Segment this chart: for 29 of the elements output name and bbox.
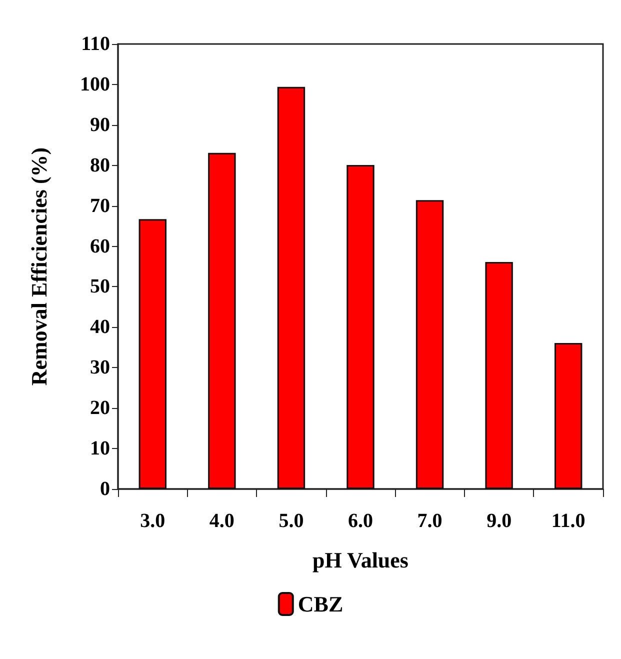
x-tick-label: 4.0 bbox=[209, 510, 234, 532]
bar bbox=[416, 200, 444, 489]
y-tick-label: 0 bbox=[100, 478, 110, 500]
y-tick-label: 40 bbox=[90, 316, 110, 338]
y-tick-label: 70 bbox=[90, 194, 110, 217]
x-axis-title: pH Values bbox=[312, 548, 409, 572]
x-tick-label: 11.0 bbox=[551, 510, 586, 532]
bar bbox=[485, 262, 513, 489]
x-tick-label: 3.0 bbox=[140, 510, 166, 532]
bar bbox=[208, 152, 236, 489]
y-axis-title: Removal Efficiencies (%) bbox=[26, 147, 52, 386]
y-tick-label: 110 bbox=[81, 33, 110, 55]
y-tick-label: 20 bbox=[90, 397, 110, 420]
bar bbox=[138, 219, 166, 489]
bar bbox=[346, 164, 374, 489]
y-tick-label: 90 bbox=[90, 114, 110, 136]
x-tick-label: 7.0 bbox=[417, 510, 442, 532]
x-tick-label: 9.0 bbox=[486, 510, 512, 532]
x-tick-label: 5.0 bbox=[278, 510, 304, 532]
y-tick-label: 60 bbox=[90, 235, 110, 258]
y-tick-label: 30 bbox=[90, 356, 110, 379]
y-tick-label: 10 bbox=[90, 438, 110, 460]
y-tick-label: 50 bbox=[90, 276, 110, 298]
y-tick-label: 80 bbox=[90, 154, 110, 176]
bar bbox=[277, 86, 306, 489]
legend-label: CBZ bbox=[298, 592, 344, 616]
x-tick-label: 6.0 bbox=[348, 510, 373, 532]
bar bbox=[554, 342, 582, 489]
y-tick-label: 100 bbox=[80, 73, 110, 96]
